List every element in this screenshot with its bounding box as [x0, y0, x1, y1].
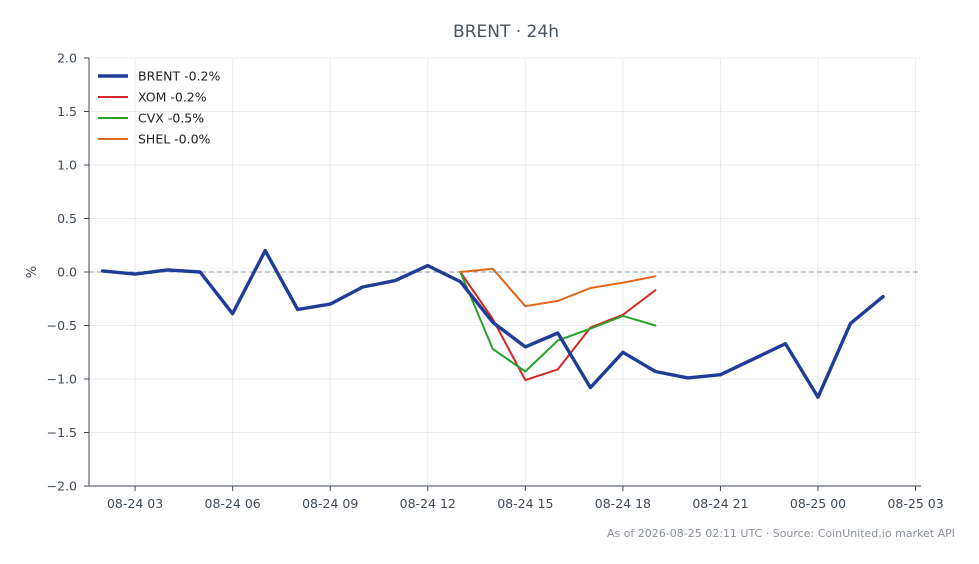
legend-label-brent: BRENT -0.2%	[138, 69, 221, 84]
grid	[89, 57, 921, 487]
axes: 2.0 1.5 1.0 0.5 0.0 −0.5 −1.0 −1.5 −2.0 08-24 03 0…	[47, 51, 944, 512]
y-axis-label: %	[25, 266, 40, 278]
y-tick-label: −1.5	[47, 425, 77, 440]
legend: BRENT -0.2% XOM -0.2% CVX -0.5% SHEL -0.0%	[98, 69, 221, 147]
x-tick-label: 08-24 18	[595, 496, 651, 511]
x-tick-label: 08-24 03	[107, 496, 163, 511]
x-tick-label: 08-24 06	[205, 496, 261, 511]
x-tick-label: 08-25 03	[887, 496, 943, 511]
x-tick-label: 08-24 09	[302, 496, 358, 511]
plot-area	[100, 248, 885, 399]
series-line-xom	[459, 271, 657, 382]
footer-source-note: As of 2026-08-25 02:11 UTC · Source: Coi…	[607, 527, 955, 540]
y-tick-label: −2.0	[47, 479, 77, 494]
y-tick-label: 2.0	[57, 51, 77, 66]
y-tick-label: 1.5	[57, 104, 77, 119]
legend-label-xom: XOM -0.2%	[138, 90, 207, 105]
legend-label-shel: SHEL -0.0%	[138, 132, 211, 147]
series-line-brent	[100, 248, 885, 399]
x-tick-label: 08-24 21	[692, 496, 748, 511]
series-line-shel	[459, 267, 657, 308]
x-tick-label: 08-24 12	[400, 496, 456, 511]
y-tick-label: −1.0	[47, 372, 77, 387]
y-tick-label: 1.0	[57, 158, 77, 173]
legend-label-cvx: CVX -0.5%	[138, 111, 204, 126]
y-tick-label: 0.5	[57, 211, 77, 226]
x-tick-label: 08-24 15	[497, 496, 553, 511]
y-tick-label: −0.5	[47, 318, 77, 333]
y-tick-label: 0.0	[57, 265, 77, 280]
x-tick-label: 08-25 00	[790, 496, 846, 511]
series-line-cvx	[459, 271, 657, 373]
chart-title: BRENT · 24h	[453, 22, 559, 42]
